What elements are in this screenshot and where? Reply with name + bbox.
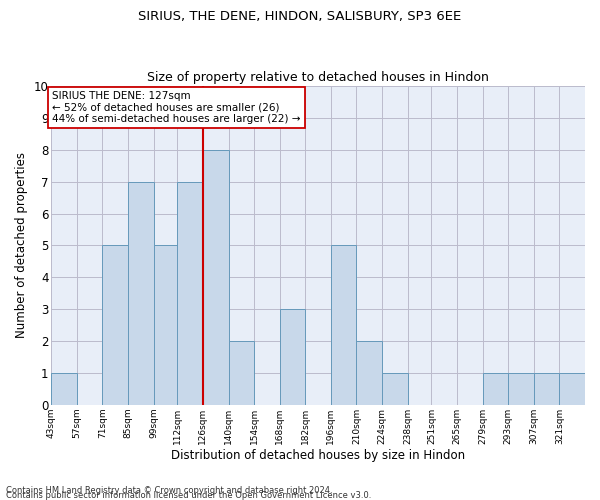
Bar	[103, 246, 128, 405]
Bar	[229, 341, 254, 405]
Bar	[128, 182, 154, 405]
Bar	[356, 341, 382, 405]
Bar	[331, 246, 356, 405]
Bar	[559, 373, 585, 405]
Bar	[508, 373, 534, 405]
Bar	[178, 182, 203, 405]
Bar	[534, 373, 559, 405]
Y-axis label: Number of detached properties: Number of detached properties	[15, 152, 28, 338]
Bar	[203, 150, 229, 405]
Text: Contains HM Land Registry data © Crown copyright and database right 2024.: Contains HM Land Registry data © Crown c…	[6, 486, 332, 495]
Bar	[51, 373, 77, 405]
Title: Size of property relative to detached houses in Hindon: Size of property relative to detached ho…	[147, 70, 489, 84]
Text: Contains public sector information licensed under the Open Government Licence v3: Contains public sector information licen…	[6, 491, 371, 500]
Text: SIRIUS THE DENE: 127sqm
← 52% of detached houses are smaller (26)
44% of semi-de: SIRIUS THE DENE: 127sqm ← 52% of detache…	[52, 91, 301, 124]
X-axis label: Distribution of detached houses by size in Hindon: Distribution of detached houses by size …	[171, 450, 465, 462]
Bar	[482, 373, 508, 405]
Bar	[280, 309, 305, 405]
Bar	[154, 246, 179, 405]
Bar	[382, 373, 407, 405]
Text: SIRIUS, THE DENE, HINDON, SALISBURY, SP3 6EE: SIRIUS, THE DENE, HINDON, SALISBURY, SP3…	[139, 10, 461, 23]
